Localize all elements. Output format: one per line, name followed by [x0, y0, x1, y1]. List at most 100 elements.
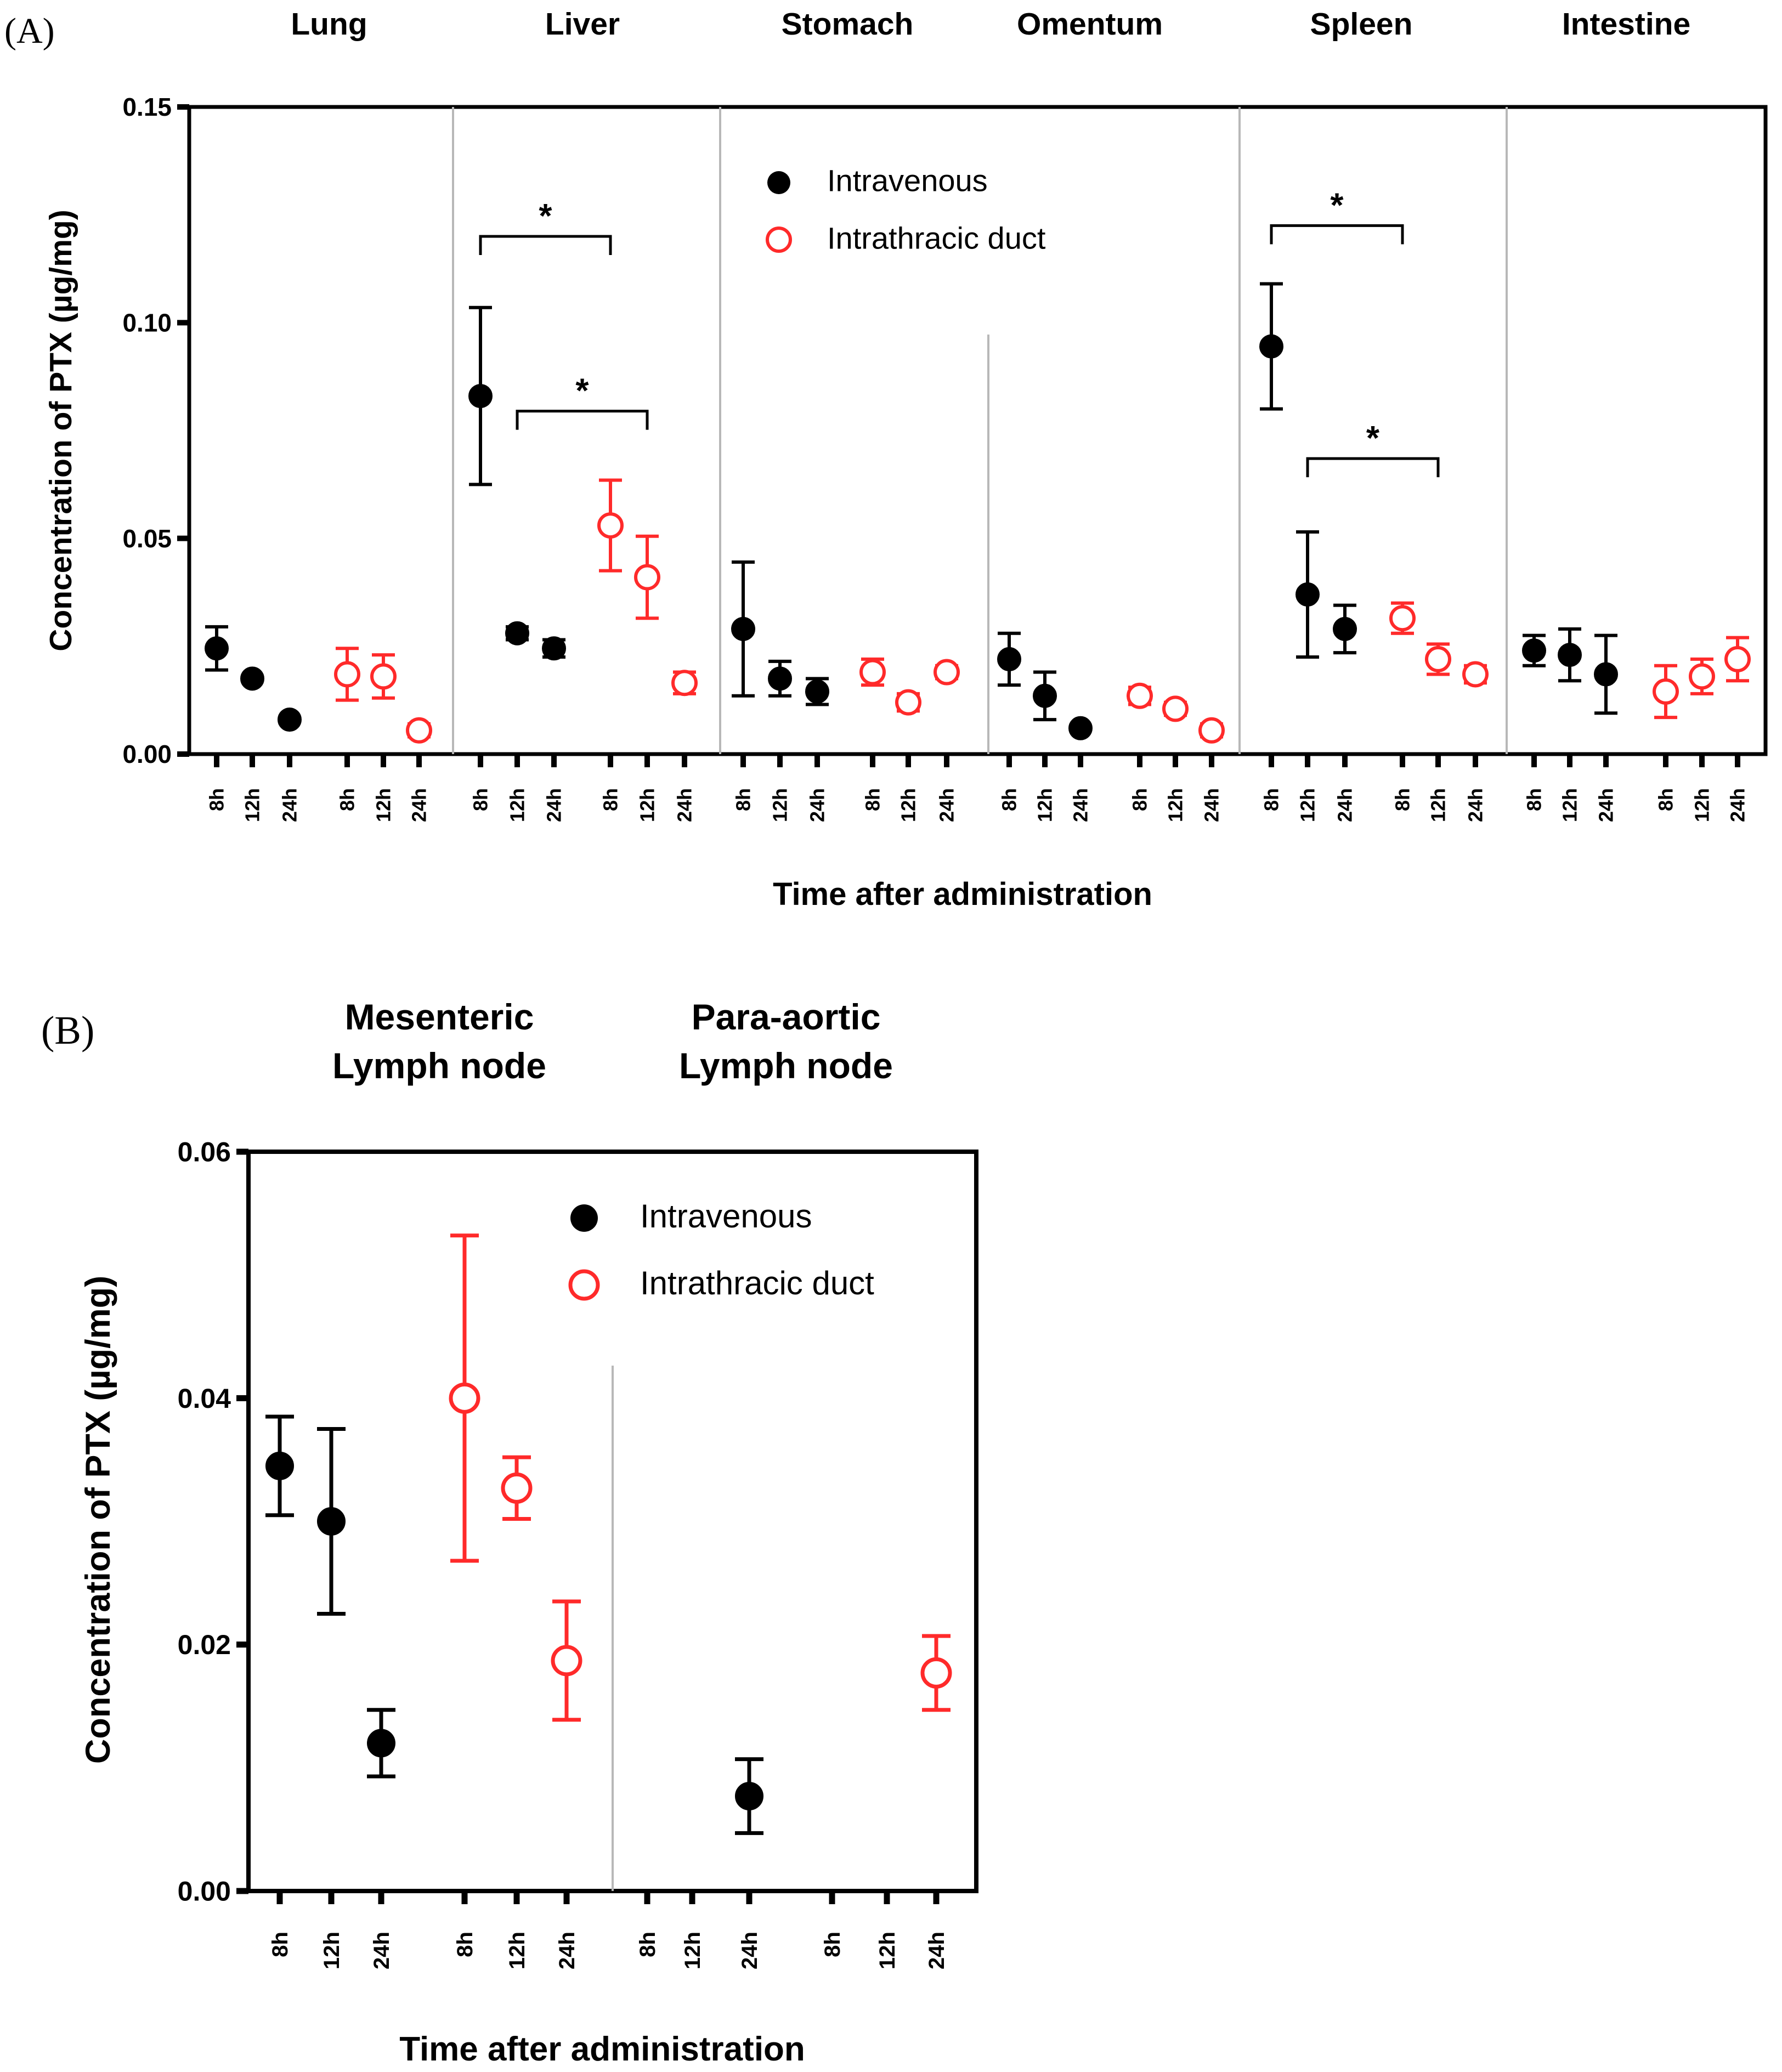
x-tick-label: 24h — [543, 788, 565, 822]
y-axis-label: Concentration of PTX (µg/mg) — [43, 210, 78, 651]
x-tick-label: 24h — [1201, 788, 1223, 822]
point-intravenous — [1296, 582, 1320, 607]
x-tick-label: 8h — [636, 1932, 660, 1957]
group-title-line: Lymph node — [679, 1045, 893, 1086]
point-intrathracic — [449, 1382, 480, 1414]
point-intrathracic — [1162, 695, 1189, 722]
group-title: Stomach — [782, 7, 914, 42]
group-title-line: Para-aortic — [692, 997, 881, 1037]
x-tick-label: 8h — [1655, 788, 1677, 811]
x-tick-label: 8h — [1391, 788, 1414, 811]
point-intravenous — [1333, 616, 1357, 641]
legend-marker-intravenous — [767, 171, 790, 194]
group-title: Lung — [291, 7, 367, 42]
point-intravenous — [1558, 643, 1582, 667]
group-4: Spleen 8h 12h 24h 8h 12h 24h — [1259, 7, 1489, 822]
significance-star: * — [1330, 186, 1344, 224]
x-tick-label: 24h — [370, 1932, 394, 1969]
x-tick-label: 8h — [469, 788, 492, 811]
point-intrathracic — [406, 717, 432, 744]
group-2: Stomach 8h 12h 24h 8h 12h 24h — [731, 7, 960, 822]
x-tick-label: 12h — [1691, 788, 1713, 822]
point-intravenous — [468, 384, 493, 409]
point-intrathracic — [597, 512, 624, 539]
significance-bracket — [1306, 457, 1440, 478]
x-tick-label: 8h — [453, 1932, 477, 1957]
legend-marker-intrathracic — [766, 227, 792, 253]
point-intravenous — [240, 666, 264, 691]
point-intravenous — [278, 707, 302, 732]
point-intrathracic — [1198, 717, 1225, 744]
x-tick-label: 12h — [320, 1932, 344, 1969]
significance-bracket — [479, 235, 612, 255]
legend-marker-intravenous — [570, 1204, 598, 1232]
x-tick-label: 12h — [505, 1932, 529, 1969]
point-intravenous — [542, 636, 566, 661]
x-tick-label: 24h — [1727, 788, 1749, 822]
group-0: Mesenteric Lymph node 8h 12h 24h 8h 12h 24h — [265, 997, 582, 1969]
y-tick-label: 0.00 — [122, 740, 172, 768]
group-title: Omentum — [1017, 7, 1163, 42]
x-axis-label: Time after administration — [773, 876, 1152, 912]
x-tick-label: 8h — [206, 788, 228, 811]
point-intravenous — [317, 1507, 346, 1536]
x-tick-label: 8h — [1129, 788, 1151, 811]
point-intravenous — [735, 1782, 763, 1811]
x-tick-label: 24h — [1334, 788, 1356, 822]
point-intrathracic — [671, 670, 698, 697]
x-tick-label: 24h — [1070, 788, 1092, 822]
x-tick-label: 8h — [821, 1932, 845, 1957]
point-intrathracic — [895, 689, 921, 716]
group-1: Para-aortic Lymph node 8h 12h 24h 8h 12h 24h — [636, 997, 952, 1969]
legend-label: Intrathracic duct — [640, 1265, 874, 1301]
x-tick-label: 8h — [268, 1932, 292, 1957]
group-title: Spleen — [1310, 7, 1413, 42]
point-intrathracic — [370, 663, 397, 690]
point-intravenous — [205, 636, 229, 661]
y-tick-label: 0.00 — [178, 1876, 231, 1907]
x-tick-label: 8h — [862, 788, 884, 811]
x-tick-label: 12h — [1164, 788, 1187, 822]
point-intravenous — [1594, 662, 1618, 687]
point-intravenous — [1033, 683, 1057, 708]
point-intrathracic — [634, 564, 660, 591]
group-title-line: Mesenteric — [345, 997, 534, 1037]
point-intrathracic — [934, 659, 960, 686]
x-tick-label: 12h — [875, 1932, 900, 1969]
point-intrathracic — [1425, 646, 1451, 672]
group-1: Liver 8h 12h 24h 8h 12h 24h — [468, 7, 698, 822]
x-tick-label: 8h — [1523, 788, 1546, 811]
point-intravenous — [997, 647, 1021, 671]
x-tick-label: 8h — [998, 788, 1021, 811]
x-tick-label: 8h — [599, 788, 622, 811]
x-tick-label: 12h — [241, 788, 264, 822]
point-intrathracic — [334, 661, 360, 688]
point-intrathracic — [1127, 682, 1153, 709]
group-title: Liver — [545, 7, 620, 42]
significance-star: * — [575, 372, 589, 410]
group-0: Lung 8h 12h 24h 8h 12h 24h — [205, 7, 432, 822]
x-tick-label: 12h — [897, 788, 920, 822]
panel-label: (B) — [41, 1008, 94, 1052]
point-intravenous — [768, 666, 792, 691]
y-tick-label: 0.02 — [178, 1629, 231, 1660]
x-tick-label: 12h — [681, 1932, 705, 1969]
point-intrathracic — [551, 1645, 582, 1677]
chart-panel-1: (B) 0.00 0.02 0.04 0.06 Concentration of PTX … — [41, 997, 978, 2068]
x-tick-label: 8h — [336, 788, 359, 811]
group-title: Para-aortic Lymph node — [679, 997, 893, 1086]
point-intrathracic — [1389, 605, 1416, 632]
x-tick-label: 24h — [1464, 788, 1487, 822]
x-tick-label: 24h — [738, 1932, 762, 1969]
panel-label: (A) — [4, 11, 55, 51]
legend-label: Intravenous — [827, 163, 988, 197]
point-intrathracic — [1653, 678, 1679, 705]
significance-bracket — [1270, 224, 1404, 245]
point-intravenous — [731, 616, 755, 641]
point-intrathracic — [920, 1657, 952, 1689]
x-tick-label: 24h — [555, 1932, 579, 1969]
point-intrathracic — [1724, 646, 1751, 672]
x-tick-label: 8h — [732, 788, 755, 811]
x-tick-label: 8h — [1260, 788, 1283, 811]
